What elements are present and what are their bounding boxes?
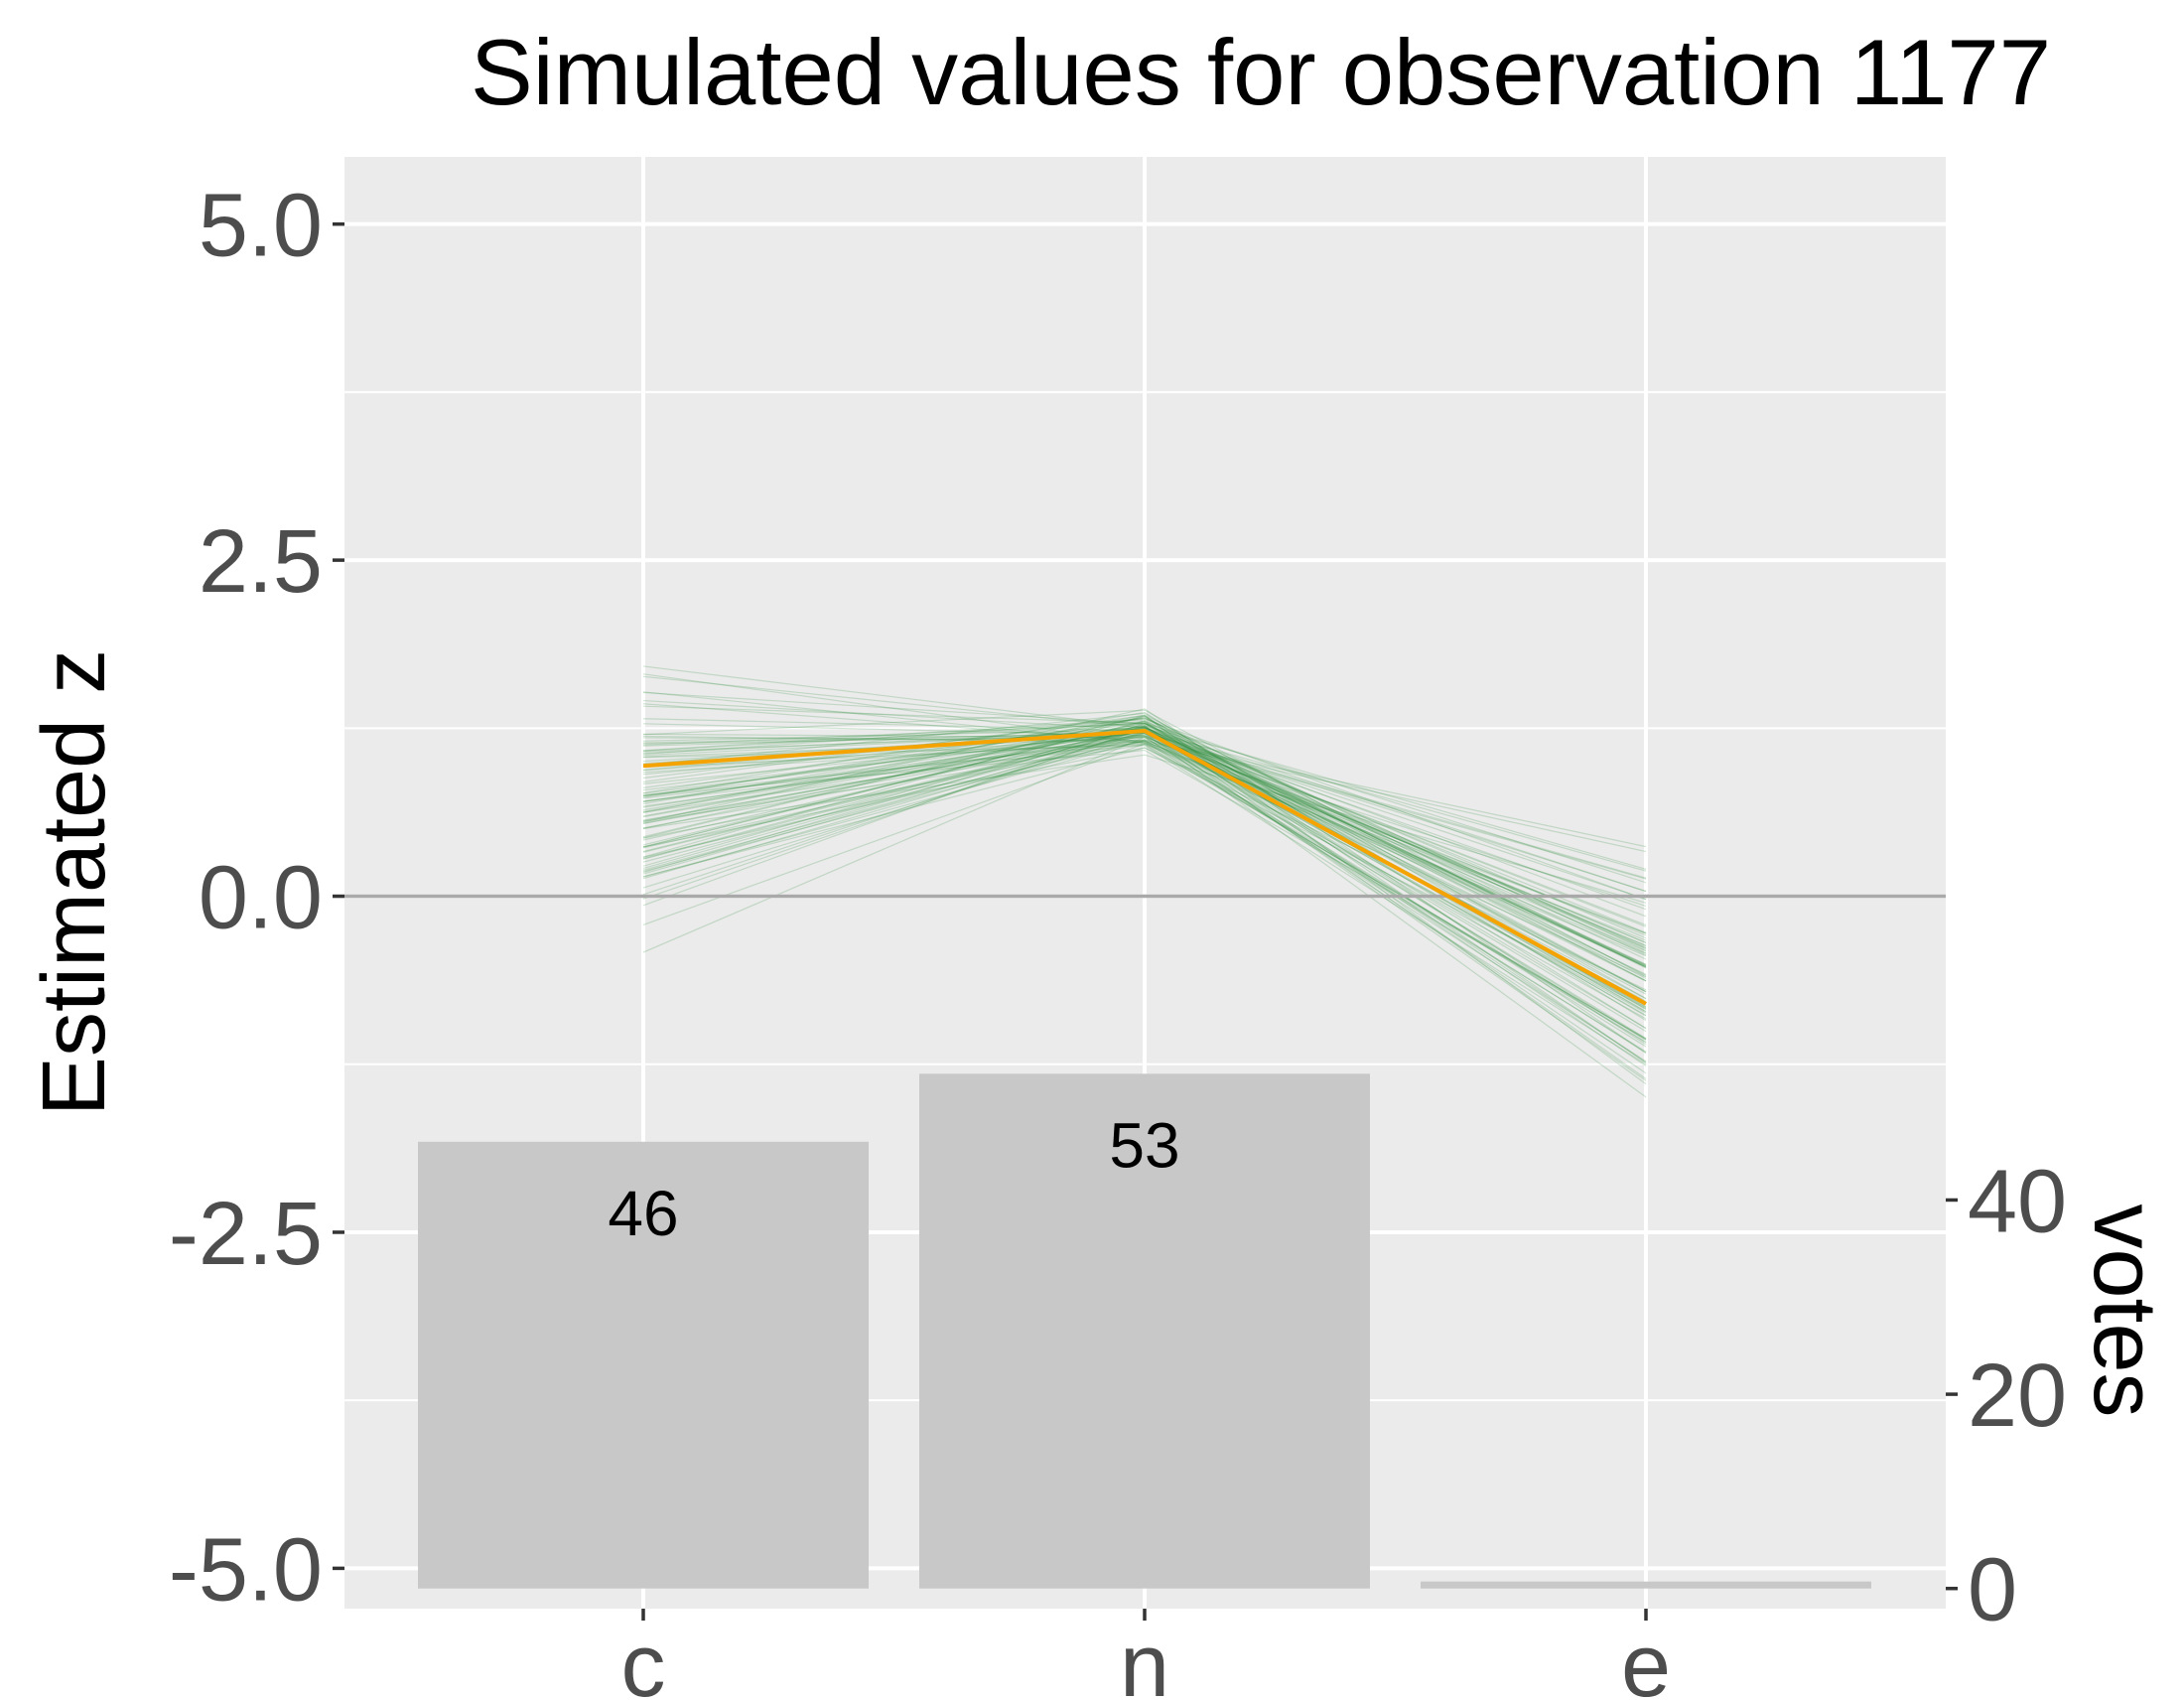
simulation-line	[642, 711, 1647, 1022]
simulation-line	[642, 725, 1647, 1017]
bar-label-c: 46	[608, 1178, 678, 1249]
simulation-line	[642, 733, 1647, 1048]
vote-bar-n	[919, 1073, 1370, 1589]
simulation-line	[642, 717, 1647, 951]
simulation-line	[642, 705, 1647, 884]
simulation-line	[642, 736, 1647, 1062]
simulation-line	[642, 744, 1647, 1040]
bar-value-labels: 46 53	[608, 1109, 1179, 1248]
simulation-line	[642, 691, 1647, 934]
y-tick-label: 0.0	[199, 849, 323, 948]
bar-label-n: 53	[1109, 1109, 1179, 1181]
x-tick-label: c	[621, 1617, 666, 1700]
y2-tick-label: 40	[1968, 1152, 2067, 1251]
secondary-y-axis: 0 20 40	[1946, 1152, 2067, 1640]
simulation-line	[642, 673, 1647, 954]
simulation-line	[642, 740, 1647, 946]
simulation-line	[642, 722, 1647, 960]
simulation-line	[642, 727, 1647, 918]
y-tick-label: -2.5	[169, 1185, 323, 1284]
simulation-line	[642, 721, 1647, 992]
simulation-line	[642, 747, 1647, 1009]
simulation-line	[642, 725, 1647, 1063]
simulation-line	[642, 722, 1647, 954]
vote-bar-c	[418, 1141, 869, 1589]
vote-bar-e	[1421, 1581, 1871, 1589]
simulation-line	[642, 740, 1647, 1053]
simulation-line	[642, 726, 1647, 993]
simulation-line	[642, 737, 1647, 880]
simulation-line	[642, 738, 1647, 934]
simulation-line	[642, 720, 1647, 949]
y-tick-label: -5.0	[169, 1520, 323, 1620]
simulation-line	[642, 727, 1647, 893]
y2-tick-label: 20	[1968, 1346, 2067, 1446]
simulation-line	[642, 743, 1647, 957]
simulation-line	[642, 723, 1647, 969]
simulation-line	[642, 726, 1647, 966]
simulation-line	[642, 741, 1647, 908]
simulation-line	[642, 754, 1647, 904]
simulation-line	[642, 739, 1647, 1043]
simulation-line	[642, 717, 1647, 980]
simulation-line	[642, 728, 1647, 1029]
simulation-line	[642, 735, 1647, 968]
x-tick-label: e	[1621, 1617, 1671, 1700]
simulation-line	[642, 718, 1647, 901]
simulation-line	[642, 743, 1647, 1041]
simulation-line	[642, 741, 1647, 941]
y-axis-title: Estimated z	[25, 649, 124, 1116]
simulation-line	[642, 736, 1647, 1054]
simulation-line	[642, 735, 1647, 966]
y-tick-label: 2.5	[199, 512, 323, 612]
y2-tick-label: 0	[1968, 1541, 2017, 1640]
simulation-line	[642, 719, 1647, 982]
y-tick-label: 5.0	[199, 177, 323, 276]
simulation-line	[642, 735, 1647, 1044]
simulation-line	[642, 703, 1647, 853]
simulation-line	[642, 708, 1647, 1055]
simulation-line	[642, 736, 1647, 952]
mean-line	[642, 728, 1647, 1006]
simulation-line	[642, 709, 1647, 978]
simulation-line	[642, 720, 1647, 1046]
simulation-line	[642, 749, 1647, 1040]
secondary-y-axis-title: votes	[2075, 1204, 2174, 1417]
simulation-line	[642, 743, 1647, 978]
y-axis: 5.0 2.5 0.0 -2.5 -5.0	[169, 177, 344, 1620]
simulation-line	[642, 716, 1647, 956]
simulation-line	[642, 722, 1647, 1013]
simulation-line	[642, 739, 1647, 848]
simulation-line	[642, 725, 1647, 1066]
simulation-line	[642, 715, 1647, 1000]
simulation-line	[642, 725, 1647, 870]
simulation-line	[642, 720, 1647, 976]
vote-bars	[418, 1073, 1871, 1589]
simulation-line	[642, 691, 1647, 939]
simulation-line	[642, 714, 1647, 1085]
simulation-line	[642, 735, 1647, 879]
simulation-line	[642, 712, 1647, 1010]
x-tick-label: n	[1120, 1617, 1169, 1700]
simulation-line	[642, 726, 1647, 968]
simulation-line	[642, 747, 1647, 991]
simulation-line	[642, 733, 1647, 1020]
chart-title: Simulated values for observation 1177	[471, 20, 2051, 124]
simulation-line	[642, 714, 1647, 968]
simulation-line	[642, 733, 1647, 936]
simulation-line	[642, 727, 1647, 948]
simulation-line	[642, 665, 1647, 933]
simulation-line	[642, 737, 1647, 967]
simulation-line	[642, 726, 1647, 968]
simulation-line	[642, 715, 1647, 1030]
simulation-line	[642, 715, 1647, 1063]
